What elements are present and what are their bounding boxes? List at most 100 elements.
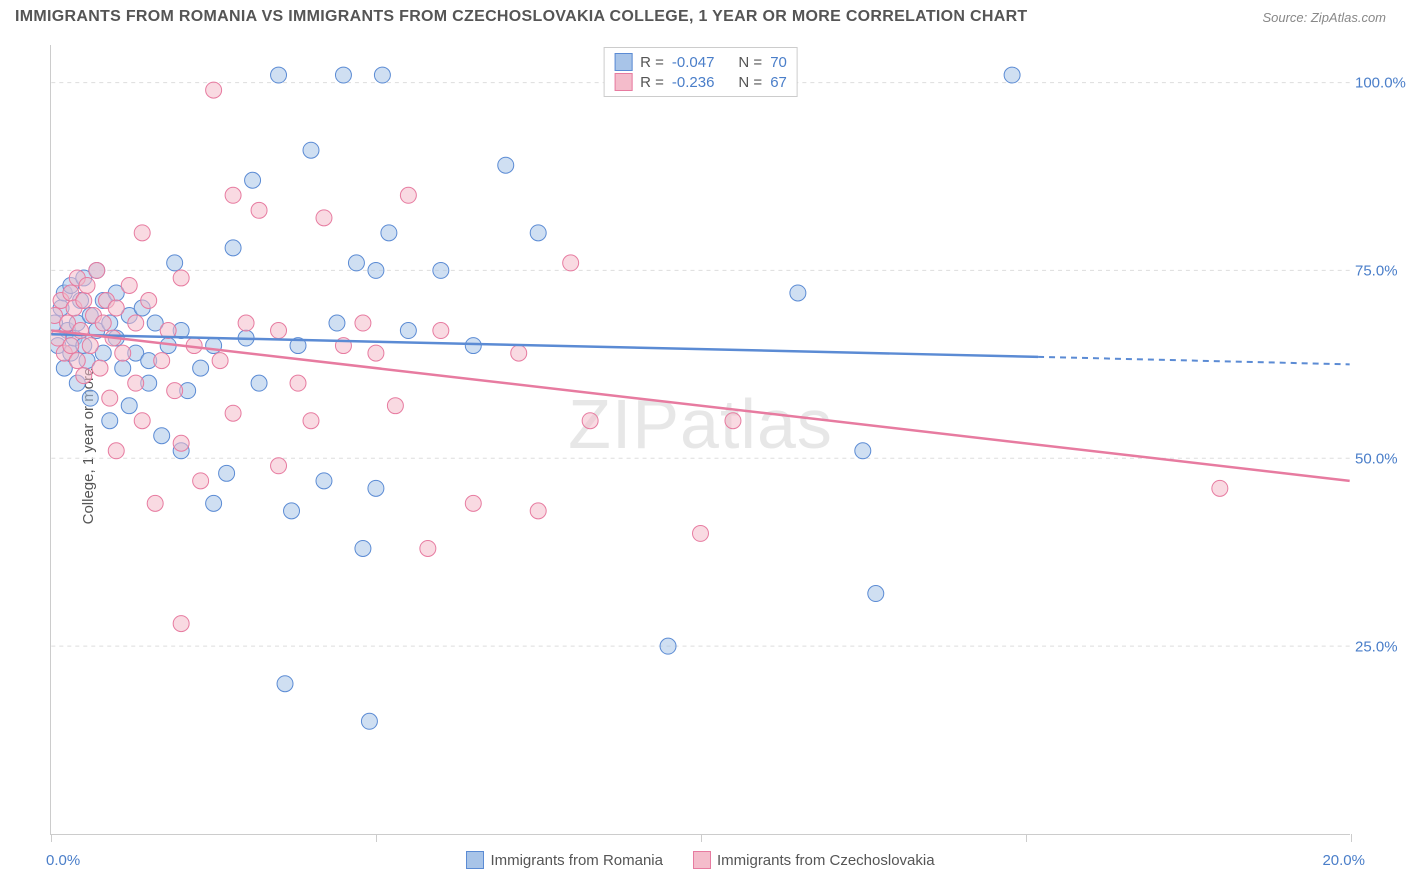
data-point (128, 315, 144, 331)
data-point (193, 473, 209, 489)
data-point (530, 503, 546, 519)
data-point (465, 338, 481, 354)
data-point (868, 586, 884, 602)
data-point (108, 443, 124, 459)
data-point (76, 292, 92, 308)
n-value: 67 (770, 74, 787, 91)
data-point (251, 202, 267, 218)
data-point (284, 503, 300, 519)
r-value: -0.047 (672, 54, 715, 71)
legend-item-romania: Immigrants from Romania (466, 851, 663, 869)
data-point (387, 398, 403, 414)
data-point (251, 375, 267, 391)
data-point (381, 225, 397, 241)
data-point (1004, 67, 1020, 83)
chart-header: IMMIGRANTS FROM ROMANIA VS IMMIGRANTS FR… (0, 0, 1406, 40)
data-point (400, 187, 416, 203)
legend-item-czech: Immigrants from Czechoslovakia (693, 851, 935, 869)
data-point (374, 67, 390, 83)
data-point (225, 405, 241, 421)
data-point (361, 713, 377, 729)
data-point (128, 375, 144, 391)
r-value: -0.236 (672, 74, 715, 91)
data-point (141, 292, 157, 308)
data-point (121, 277, 137, 293)
data-point (219, 465, 235, 481)
data-point (238, 315, 254, 331)
data-point (167, 255, 183, 271)
x-tick (1351, 834, 1352, 842)
data-point (303, 142, 319, 158)
x-tick (51, 834, 52, 842)
data-point (348, 255, 364, 271)
data-point (121, 398, 137, 414)
data-point (433, 323, 449, 339)
source-label: Source: ZipAtlas.com (1262, 10, 1386, 25)
data-point (167, 383, 183, 399)
data-point (89, 262, 105, 278)
y-tick-label: 100.0% (1355, 74, 1406, 91)
data-point (108, 300, 124, 316)
data-point (92, 360, 108, 376)
correlation-legend: R = -0.047 N = 70 R = -0.236 N = 67 (603, 47, 798, 97)
data-point (206, 495, 222, 511)
data-point (154, 353, 170, 369)
data-point (420, 540, 436, 556)
swatch-romania (614, 53, 632, 71)
data-point (303, 413, 319, 429)
data-point (530, 225, 546, 241)
y-tick-label: 50.0% (1355, 450, 1406, 467)
data-point (355, 540, 371, 556)
data-point (173, 616, 189, 632)
data-point (82, 390, 98, 406)
legend-label: Immigrants from Czechoslovakia (717, 852, 935, 869)
legend-row-czech: R = -0.236 N = 67 (614, 72, 787, 92)
data-point (271, 323, 287, 339)
swatch-romania-icon (466, 851, 484, 869)
data-point (355, 315, 371, 331)
data-point (1212, 480, 1228, 496)
legend-row-romania: R = -0.047 N = 70 (614, 52, 787, 72)
legend-label: Immigrants from Romania (490, 852, 663, 869)
data-point (82, 338, 98, 354)
data-point (154, 428, 170, 444)
data-point (225, 240, 241, 256)
data-point (173, 270, 189, 286)
data-point (206, 82, 222, 98)
x-tick (376, 834, 377, 842)
chart-plot-area: ZIPatlas R = -0.047 N = 70 R = -0.236 N … (50, 45, 1350, 835)
data-point (271, 67, 287, 83)
data-point (277, 676, 293, 692)
data-point (693, 525, 709, 541)
data-point (511, 345, 527, 361)
n-value: 70 (770, 54, 787, 71)
data-point (115, 345, 131, 361)
data-point (725, 413, 741, 429)
data-point (115, 360, 131, 376)
data-point (329, 315, 345, 331)
data-point (290, 375, 306, 391)
data-point (147, 495, 163, 511)
data-point (245, 172, 261, 188)
data-point (790, 285, 806, 301)
data-point (173, 435, 189, 451)
data-point (433, 262, 449, 278)
data-point (102, 390, 118, 406)
data-point (76, 368, 92, 384)
data-point (79, 277, 95, 293)
data-point (316, 210, 332, 226)
data-point (368, 345, 384, 361)
n-label: N = (738, 54, 762, 71)
data-point (368, 262, 384, 278)
data-point (335, 67, 351, 83)
data-point (368, 480, 384, 496)
swatch-czech (614, 73, 632, 91)
data-point (134, 225, 150, 241)
data-point (225, 187, 241, 203)
data-point (855, 443, 871, 459)
x-tick (701, 834, 702, 842)
data-point (582, 413, 598, 429)
x-tick (1026, 834, 1027, 842)
y-tick-label: 75.0% (1355, 262, 1406, 279)
swatch-czech-icon (693, 851, 711, 869)
